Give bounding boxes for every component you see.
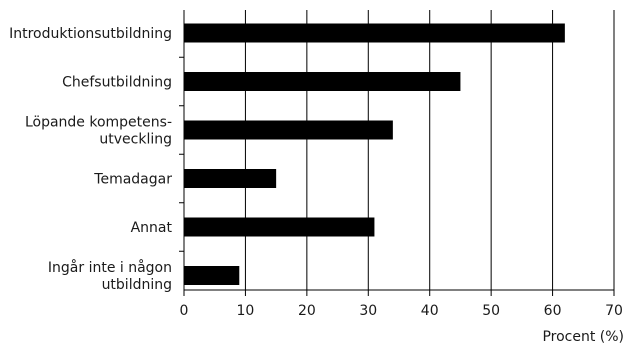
bar (184, 120, 393, 140)
category-labels: Introduktionsutbildning Chefsutbildning Lö… (9, 26, 172, 293)
category-label: Temadagar (93, 172, 172, 188)
category-label: Chefsutbildning (62, 75, 172, 91)
bar (184, 72, 461, 91)
category-label: Introduktionsutbildning (9, 26, 172, 42)
x-tick-label: 70 (605, 303, 623, 319)
x-tick-label: 40 (421, 303, 439, 319)
category-label: utbildning (102, 277, 172, 293)
bar (184, 169, 277, 188)
category-label: utveckling (99, 132, 172, 148)
x-tick-label: 0 (180, 303, 189, 319)
category-label: Annat (131, 220, 173, 236)
x-tick-label: 60 (544, 303, 562, 319)
x-tick-label: 20 (298, 303, 316, 319)
bar (184, 23, 565, 43)
x-axis: 0 10 20 30 40 50 60 70 (179, 10, 623, 319)
bars (184, 23, 565, 285)
x-tick-label: 30 (359, 303, 377, 319)
bar (184, 217, 375, 237)
x-tick-label: 10 (237, 303, 255, 319)
category-label: Ingår inte i någon (48, 259, 172, 276)
category-label: Löpande kompetens- (25, 115, 172, 131)
x-tick-label: 50 (482, 303, 500, 319)
gridlines (244, 10, 615, 290)
bar (184, 266, 240, 285)
x-axis-title: Procent (%) (542, 329, 624, 345)
